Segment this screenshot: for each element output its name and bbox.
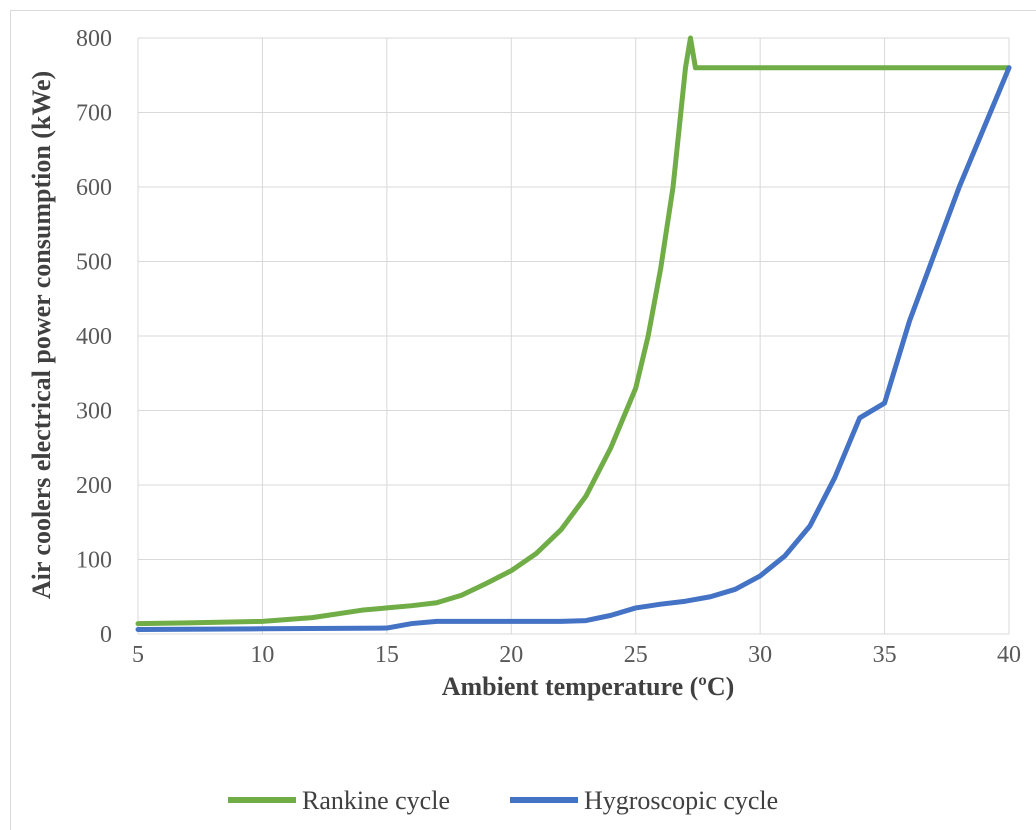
series-line-rankine: [135, 35, 1012, 627]
legend-item-hygroscopic[interactable]: Hygroscopic cycle: [510, 786, 778, 815]
y-tick-label: 700: [76, 101, 112, 127]
legend-label-hygroscopic: Hygroscopic cycle: [584, 786, 778, 815]
x-tick-label: 15: [375, 642, 399, 668]
y-tick-label: 100: [76, 548, 112, 574]
y-tick-label: 200: [76, 473, 112, 499]
x-tick-label: 20: [499, 642, 523, 668]
y-axis-title: Air coolers electrical power consumption…: [27, 71, 56, 599]
chart-frame: [10, 10, 1036, 830]
y-tick-labels: 0 100 200 300 400 500 600 700 800: [76, 26, 112, 648]
y-tick-label: 300: [76, 399, 112, 425]
x-tick-labels: 5 10 15 20 25 30 35 40: [132, 642, 1021, 668]
y-tick-label: 600: [76, 175, 112, 201]
gridlines: [137, 37, 1010, 635]
y-tick-label: 800: [76, 26, 112, 52]
y-tick-label: 400: [76, 324, 112, 350]
y-tick-label: 0: [100, 622, 112, 648]
x-tick-label: 30: [748, 642, 772, 668]
x-tick-label: 35: [873, 642, 897, 668]
x-tick-label: 40: [997, 642, 1021, 668]
x-tick-label: 5: [132, 642, 144, 668]
legend: Rankine cycle Hygroscopic cycle: [228, 786, 778, 815]
x-tick-label: 10: [250, 642, 274, 668]
series-line-hygroscopic: [135, 65, 1012, 633]
legend-item-rankine[interactable]: Rankine cycle: [228, 786, 450, 815]
x-axis-title: Ambient temperature (ºC): [442, 672, 735, 701]
y-tick-label: 500: [76, 250, 112, 276]
legend-label-rankine: Rankine cycle: [302, 786, 450, 815]
series-lines: [135, 35, 1012, 633]
x-tick-label: 25: [624, 642, 648, 668]
